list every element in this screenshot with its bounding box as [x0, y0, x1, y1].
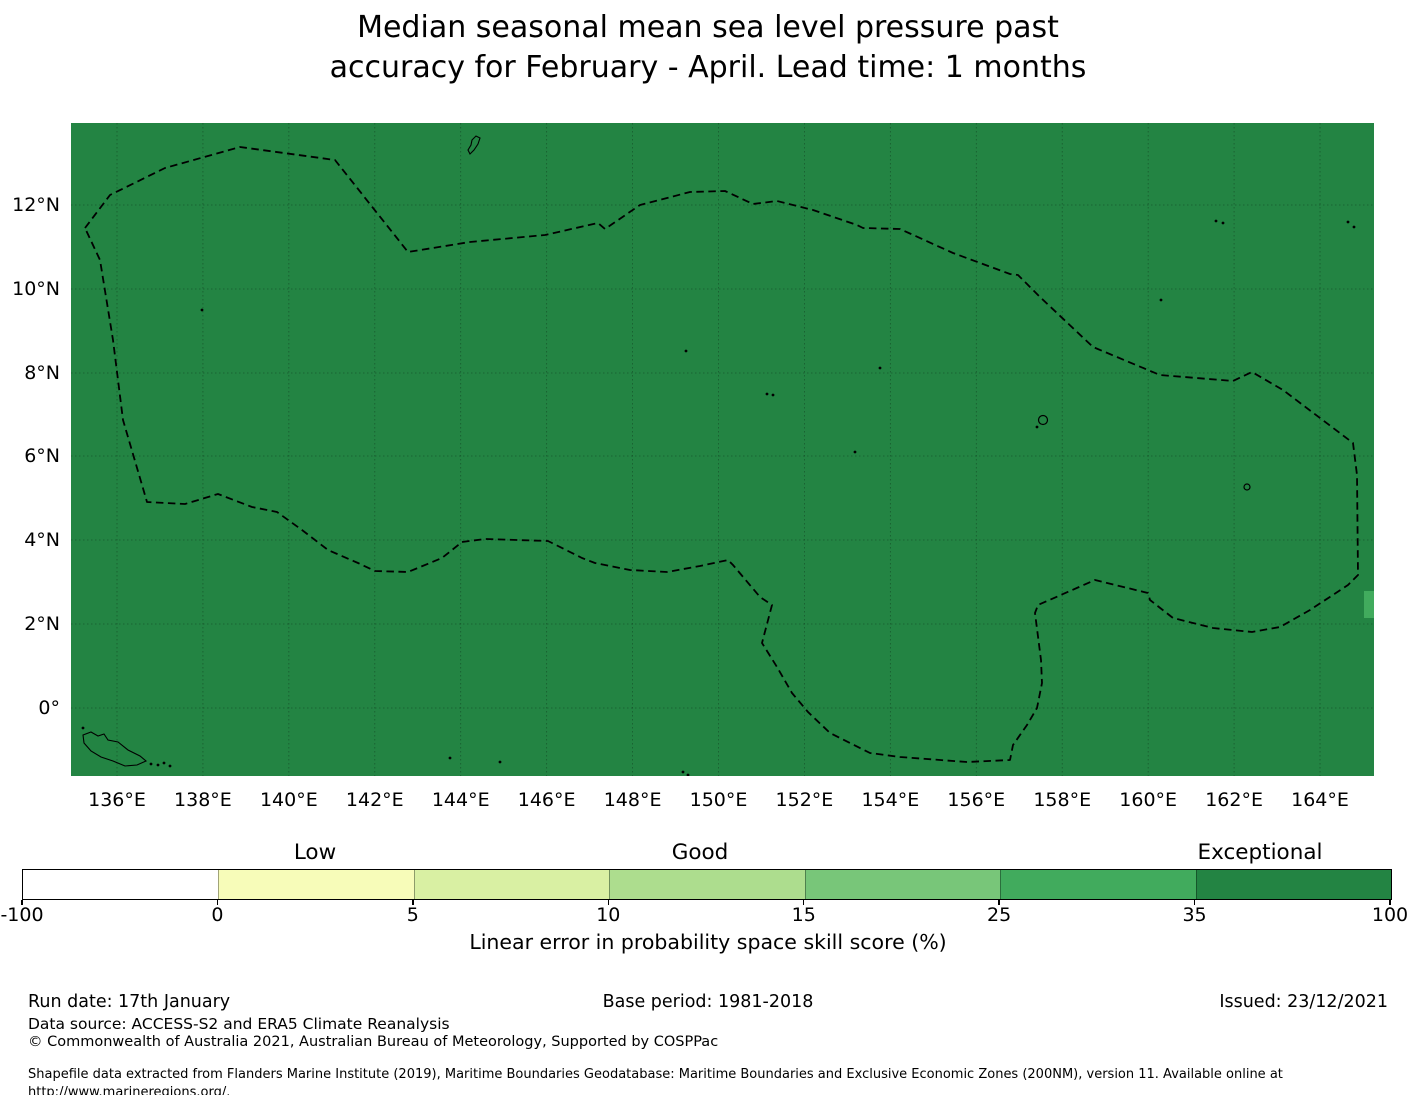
lon-tick-label: 160°E — [1119, 789, 1178, 811]
lon-tick-label: 138°E — [174, 789, 232, 811]
islet-dot — [681, 770, 685, 774]
lat-tick-label: 0° — [38, 697, 60, 719]
islet-dot — [1035, 425, 1039, 429]
islet-dot — [686, 773, 690, 776]
islet-dot — [498, 760, 502, 764]
png-coastline-outline — [82, 731, 148, 767]
lat-tick-label: 2°N — [24, 613, 60, 635]
atoll-ring-outline — [1037, 414, 1049, 426]
lat-tick-label: 6°N — [24, 445, 60, 467]
copyright-text: © Commonwealth of Australia 2021, Austra… — [28, 1034, 719, 1050]
islet-dot — [81, 726, 85, 730]
lon-tick-label: 164°E — [1291, 789, 1349, 811]
lon-tick-label: 142°E — [345, 789, 404, 811]
issued-date-text: Issued: 23/12/2021 — [1219, 992, 1388, 1012]
colorbar-segment — [1000, 870, 1196, 899]
base-period-text: Base period: 1981-2018 — [602, 992, 814, 1012]
colorbar-segment — [1195, 870, 1391, 899]
colorbar-tick-label: 10 — [596, 904, 621, 926]
colorbar-tick-label: 100 — [1371, 904, 1409, 926]
colorbar-tick — [998, 900, 1000, 905]
lon-tick-label: 136°E — [88, 789, 146, 811]
colorbar-tick-label: 35 — [1182, 904, 1207, 926]
colorbar-category-label: Low — [293, 840, 337, 865]
lon-tick-label: 154°E — [861, 789, 920, 811]
lon-tick-label: 140°E — [259, 789, 318, 811]
eez-boundary-path — [84, 146, 1359, 763]
islet-dot — [448, 756, 452, 760]
colorbar-segment — [804, 870, 1001, 899]
figure-title: Median seasonal mean sea level pressure … — [0, 8, 1416, 88]
colorbar-segment — [609, 870, 805, 899]
colorbar-segment — [218, 870, 414, 899]
colorbar-tick — [216, 900, 219, 905]
colorbar-category-label: Good — [671, 840, 729, 865]
colorbar-tick-label: 25 — [987, 904, 1012, 926]
colorbar-category-label: Exceptional — [1197, 840, 1323, 865]
islet-dot — [1221, 221, 1225, 225]
colorbar-segment — [413, 870, 610, 899]
run-date-text: Run date: 17th January — [28, 992, 231, 1012]
lon-tick-label: 146°E — [517, 789, 576, 811]
atoll-ring-outline — [1243, 483, 1251, 491]
islet-dot — [156, 763, 160, 767]
lon-tick-label: 150°E — [689, 789, 748, 811]
islet-dot — [1346, 220, 1350, 224]
shapefile-attribution-text: Shapefile data extracted from Flanders M… — [28, 1067, 1283, 1095]
lon-tick-label: 156°E — [947, 789, 1006, 811]
colorbar-tick-label: 5 — [406, 904, 419, 926]
colorbar-segment — [23, 870, 219, 899]
guam-island-outline — [467, 135, 481, 155]
title-line-1: Median seasonal mean sea level pressure … — [357, 10, 1059, 45]
lon-tick-label: 152°E — [775, 789, 834, 811]
islet-dot — [771, 393, 775, 397]
lon-tick-label: 162°E — [1205, 789, 1263, 811]
islet-dot — [149, 762, 153, 766]
colorbar-tick-label: 0 — [211, 904, 224, 926]
lat-tick-label: 4°N — [24, 529, 60, 551]
title-line-2: accuracy for February - April. Lead time… — [329, 50, 1087, 85]
lat-tick-label: 10°N — [12, 278, 60, 300]
lon-tick-label: 158°E — [1033, 789, 1092, 811]
colorbar-tick — [802, 900, 805, 905]
islet-dot — [168, 764, 172, 768]
islet-dot — [684, 349, 688, 353]
islet-dot — [162, 761, 166, 765]
colorbar-axis-label: Linear error in probability space skill … — [469, 930, 947, 954]
islet-dot — [853, 450, 857, 454]
colorbar — [22, 869, 1392, 900]
colorbar-tick-label: -100 — [0, 904, 44, 926]
colorbar-tick — [1193, 900, 1196, 905]
colorbar-tick — [21, 900, 23, 905]
islet-dot — [200, 308, 204, 312]
colorbar-tick — [1389, 900, 1391, 905]
map-sea-fill — [71, 123, 1374, 776]
lon-tick-label: 144°E — [431, 789, 490, 811]
lat-tick-label: 8°N — [24, 362, 60, 384]
islet-dot — [1352, 225, 1356, 229]
colorbar-tick — [412, 900, 414, 905]
colorbar-tick — [607, 900, 610, 905]
lat-tick-label: 12°N — [12, 194, 60, 216]
islet-dot — [1159, 298, 1163, 302]
colorbar-tick-label: 15 — [791, 904, 816, 926]
islet-dot — [878, 366, 882, 370]
islet-dot — [765, 392, 769, 396]
data-source-text: Data source: ACCESS-S2 and ERA5 Climate … — [28, 1015, 450, 1033]
map-panel — [71, 123, 1374, 776]
map-anomaly-patch — [1364, 591, 1374, 618]
lon-tick-label: 148°E — [603, 789, 662, 811]
islet-dot — [1214, 219, 1218, 223]
